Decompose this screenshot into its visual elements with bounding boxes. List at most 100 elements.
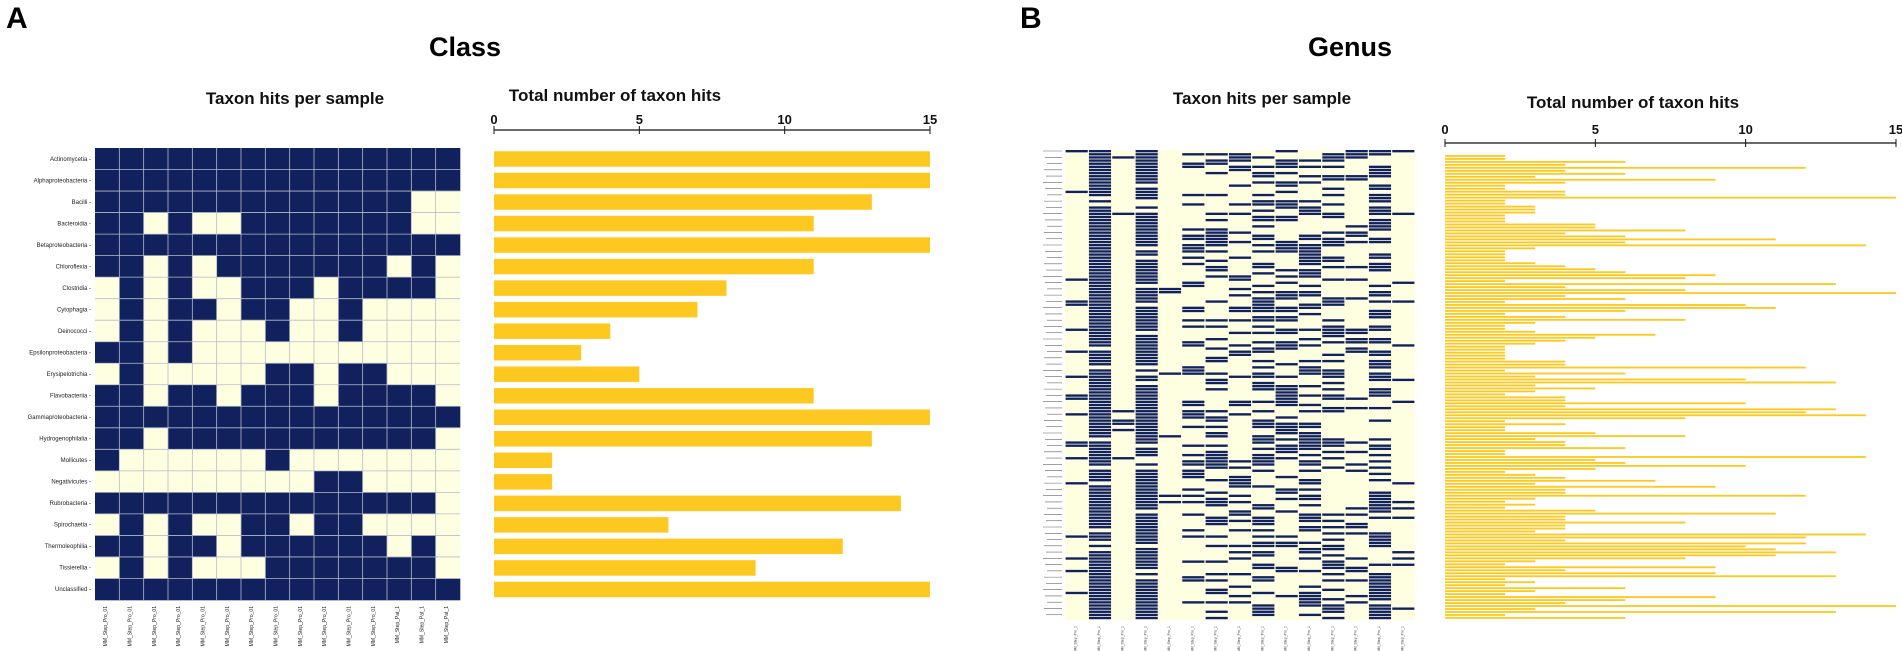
heatmap-cell	[1182, 500, 1205, 504]
heatmap-cell	[168, 449, 193, 472]
heatmap-cell	[1205, 463, 1228, 466]
bar	[1445, 193, 1566, 196]
heatmap-cell	[1182, 425, 1205, 429]
heatmap-cell	[1345, 153, 1368, 156]
heatmap-cell	[119, 406, 144, 429]
heatmap-cell	[1088, 215, 1112, 219]
heatmap-cell	[1252, 554, 1275, 557]
heatmap-cell	[1135, 463, 1158, 466]
heatmap-cell	[1252, 522, 1275, 526]
bar	[1445, 453, 1506, 455]
heatmap-cell	[143, 406, 169, 429]
heatmap-cell	[1368, 447, 1392, 451]
bar	[1445, 441, 1566, 443]
heatmap-cell	[1275, 150, 1298, 153]
heatmap-cell	[362, 384, 388, 407]
heatmap-cell	[411, 513, 436, 536]
heatmap-cell	[1158, 435, 1182, 438]
heatmap-cell	[265, 212, 290, 235]
heatmap-cell	[1252, 181, 1275, 184]
heatmap-cell	[1135, 262, 1158, 266]
heatmap-cell	[1182, 306, 1205, 310]
heatmap-cell	[1135, 197, 1158, 200]
bar	[1445, 384, 1536, 387]
heatmap-cell	[1088, 604, 1112, 607]
heatmap-cell	[1135, 165, 1158, 169]
heatmap-cell	[1298, 591, 1322, 595]
heatmap-cell	[1205, 460, 1228, 463]
heatmap-cell	[1252, 591, 1275, 595]
heatmap-cell	[119, 191, 144, 213]
heatmap-cell	[192, 298, 217, 321]
heatmap-cell	[1345, 532, 1368, 535]
heatmap-cell	[1392, 607, 1415, 610]
heatmap-cell	[314, 212, 339, 235]
heatmap-column-label: MM_Step_Pro_1	[1260, 626, 1264, 651]
heatmap-cell	[1368, 438, 1392, 441]
heatmap-cell	[1205, 244, 1228, 247]
heatmap-cell	[1088, 513, 1112, 516]
heatmap-cell	[1182, 400, 1205, 404]
bar	[494, 366, 640, 382]
heatmap-cell	[1252, 200, 1275, 203]
heatmap-cell	[1275, 397, 1298, 400]
heatmap-cell	[1088, 153, 1112, 156]
heatmap-cell	[1322, 372, 1345, 375]
bar	[1445, 432, 1596, 435]
heatmap-cell	[1368, 187, 1392, 190]
heatmap-cell	[1135, 316, 1158, 319]
heatmap-cell	[1368, 153, 1392, 156]
heatmap-cell	[1088, 453, 1112, 457]
heatmap-cell	[1322, 573, 1345, 576]
heatmap-cell	[1205, 372, 1228, 375]
heatmap-cell	[338, 320, 363, 343]
heatmap-cell	[1298, 444, 1322, 447]
bar	[1445, 539, 1566, 542]
heatmap-cell	[1135, 206, 1158, 209]
heatmap-cell	[1088, 265, 1112, 269]
axis-tick-label: 0	[1441, 122, 1448, 137]
heatmap-cell	[1135, 432, 1158, 435]
heatmap-cell	[1088, 309, 1112, 313]
heatmap-cell	[1252, 366, 1275, 369]
heatmap-cell	[265, 341, 290, 364]
heatmap-cell	[1135, 369, 1158, 372]
heatmap-cell	[1275, 250, 1298, 253]
heatmap-cell	[1088, 278, 1112, 281]
heatmap-cell	[289, 341, 315, 364]
heatmap-cell	[1252, 218, 1275, 222]
heatmap-cell	[1298, 469, 1322, 472]
heatmap-cell	[1298, 237, 1322, 241]
heatmap-cell	[265, 492, 290, 515]
heatmap-cell	[1135, 450, 1158, 454]
heatmap-cell	[1088, 262, 1112, 266]
heatmap-cell	[411, 255, 436, 278]
heatmap-cell	[1182, 535, 1205, 538]
heatmap-cell	[1322, 466, 1345, 469]
heatmap-cell	[1228, 165, 1252, 169]
heatmap-cell	[1368, 184, 1392, 187]
heatmap-cell	[1135, 406, 1158, 410]
heatmap-cell	[1088, 494, 1112, 498]
heatmap-cell	[1368, 206, 1392, 209]
heatmap-cell	[1135, 579, 1158, 582]
bar	[1445, 405, 1566, 408]
heatmap-cell	[1322, 300, 1345, 303]
heatmap-cell	[1228, 256, 1252, 259]
heatmap-cell	[1368, 366, 1392, 369]
heatmap-cell	[1158, 287, 1182, 291]
heatmap-cell	[1228, 466, 1252, 469]
heatmap-cell	[1322, 369, 1345, 372]
heatmap-cell	[1345, 557, 1368, 560]
heatmap-cell	[1135, 353, 1158, 357]
heatmap-cell	[1135, 479, 1158, 482]
bar	[1445, 447, 1626, 449]
heatmap-cell	[168, 212, 193, 235]
heatmap-cell	[1182, 460, 1205, 463]
heatmap-cell	[1368, 391, 1392, 394]
heatmap-cell	[314, 578, 339, 601]
heatmap-cell	[1182, 244, 1205, 247]
heatmap-cell	[1322, 450, 1345, 454]
heatmap-cell	[1182, 576, 1205, 579]
heatmap-cell	[1298, 598, 1322, 601]
